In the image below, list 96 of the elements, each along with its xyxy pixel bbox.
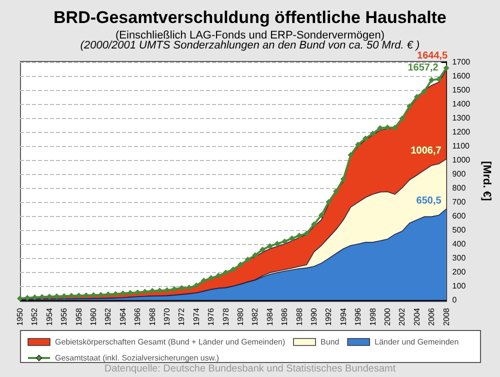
data-label: 1006,7	[410, 146, 442, 157]
y-tick-label: 1000	[452, 156, 471, 164]
point	[443, 64, 450, 71]
x-tick-label: 1986	[280, 307, 290, 326]
point	[318, 212, 324, 218]
point	[260, 246, 266, 253]
point	[333, 188, 340, 194]
y-tick-label: 1500	[452, 86, 471, 94]
x-tick-label: 1974	[192, 307, 201, 326]
point	[164, 287, 170, 294]
point	[244, 256, 251, 263]
point	[414, 94, 420, 100]
point	[304, 230, 310, 236]
point	[17, 295, 23, 302]
chart-title: BRD-Gesamtverschuldung öffentliche Haushalte	[54, 8, 446, 27]
x-tick-label: 1982	[250, 307, 260, 326]
x-tick-label: 1992	[324, 307, 334, 326]
data-label: 1644,5	[417, 50, 448, 62]
x-tick-label: 1950	[16, 307, 24, 326]
x-tick-label: 1970	[162, 307, 172, 326]
point	[208, 275, 214, 282]
point	[90, 292, 96, 298]
y-tick-label: 200	[452, 268, 466, 276]
point	[370, 130, 376, 137]
y-tick-label: 500	[452, 226, 466, 234]
point	[266, 243, 273, 250]
point	[421, 88, 428, 94]
y-tick-label: 1100	[452, 142, 470, 150]
y-tick-label: 600	[452, 212, 466, 220]
x-tick-label: 1968	[148, 307, 157, 326]
y-tick-label: 1400	[452, 100, 471, 108]
y-tick-label: 1200	[452, 128, 471, 136]
point	[355, 142, 362, 148]
point	[377, 125, 384, 132]
point	[282, 238, 288, 244]
point	[238, 262, 244, 268]
x-tick-label: 1956	[60, 307, 69, 326]
x-tick-label: 1964	[118, 307, 128, 326]
data-label: 650,5	[416, 195, 442, 206]
x-tick-label: 1954	[44, 307, 54, 326]
y-tick-label: 300	[452, 254, 466, 262]
point	[200, 278, 207, 284]
point	[340, 176, 346, 182]
legend-label: Gesamtstaat (inkl. Sozialversicherungen usw.)	[55, 354, 220, 362]
x-tick-label: 1998	[368, 307, 378, 326]
point	[399, 116, 406, 122]
x-tick-label: 1988	[294, 307, 304, 326]
legend-label: Bund	[320, 338, 340, 346]
data-label: 1657,2	[408, 62, 439, 74]
x-tick-label: 2004	[412, 307, 422, 326]
text: Datenquelle: Deutsche Bundesbank und Statistisches Bundesamt	[104, 364, 396, 374]
point	[186, 284, 192, 291]
x-tick-label: 2006	[427, 307, 436, 326]
legend-label: Gebietskörperschaften Gesamt (Bund + Länder und Gemeinden)	[55, 338, 286, 346]
point	[215, 272, 222, 279]
y-tick-label: 800	[452, 184, 466, 192]
y-tick-label: 1600	[452, 72, 471, 80]
legend-label: Länder und Gemeinden	[374, 338, 459, 346]
y-tick-label: 400	[452, 240, 466, 248]
x-tick-label: 1960	[89, 307, 98, 326]
point	[288, 235, 295, 242]
x-tick-label: 2002	[398, 307, 407, 326]
text: (2000/2001 UMTS Sonderzahlungen an den Bund von ca. 50 Mrd. € )	[80, 40, 420, 52]
y-axis-title: [Mrd. €]	[480, 161, 492, 202]
point	[311, 221, 317, 228]
x-tick-label: 1958	[74, 307, 84, 326]
point	[252, 252, 258, 258]
y-tick-label: 700	[452, 198, 466, 206]
point	[230, 266, 236, 272]
x-tick-label: 1984	[265, 307, 274, 326]
point	[326, 199, 332, 205]
point	[348, 152, 354, 158]
point	[193, 282, 200, 288]
x-tick-label: 1994	[338, 307, 348, 326]
y-tick-label: 1700	[452, 58, 471, 66]
x-tick-label: 1966	[133, 307, 142, 326]
x-tick-label: 1996	[354, 307, 363, 326]
x-tick-label: 1980	[236, 307, 245, 326]
chart-subtitle: (Einschließlich LAG-Fonds und ERP-Sondervermögen)	[115, 30, 385, 42]
x-tick-label: 2008	[442, 307, 451, 326]
x-tick-label: 1952	[30, 307, 40, 326]
y-tick-label: 900	[452, 170, 466, 178]
x-tick-label: 1978	[221, 307, 230, 326]
y-tick-label: 0	[452, 296, 458, 304]
y-tick-label: 1300	[452, 114, 471, 122]
x-tick-label: 1976	[206, 307, 216, 326]
x-tick-label: 2000	[383, 307, 392, 326]
point	[274, 240, 280, 247]
point	[406, 103, 413, 110]
x-tick-label: 1972	[177, 307, 186, 326]
y-tick-label: 100	[452, 282, 466, 290]
point	[296, 232, 302, 239]
x-tick-label: 1990	[310, 307, 318, 326]
point	[222, 270, 229, 276]
x-tick-label: 1962	[104, 307, 113, 326]
point	[362, 135, 368, 142]
